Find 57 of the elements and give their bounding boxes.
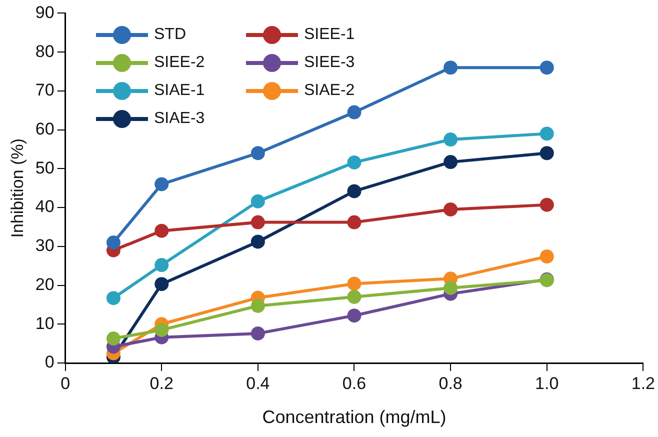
point xyxy=(444,202,458,216)
x-tick-label: 0.6 xyxy=(342,374,366,393)
legend-label: SIAE-2 xyxy=(304,82,355,100)
point xyxy=(540,198,554,212)
y-tick-label: 0 xyxy=(44,352,54,372)
x-tick-label: 1.0 xyxy=(535,374,559,393)
point xyxy=(347,276,362,291)
y-tick-label: 80 xyxy=(35,42,54,61)
y-tick-label: 60 xyxy=(35,119,54,138)
point xyxy=(347,105,362,120)
legend-label: SIEE-2 xyxy=(154,54,205,72)
point xyxy=(106,291,120,306)
x-axis-title: Concentration (mg/mL) xyxy=(262,407,446,428)
y-tick-label: 90 xyxy=(35,2,54,22)
y-tick-label: 70 xyxy=(35,80,54,100)
point xyxy=(154,224,169,238)
y-tick-label: 20 xyxy=(35,274,54,294)
point xyxy=(106,332,120,346)
point xyxy=(154,277,169,292)
y-tick-label: 50 xyxy=(35,158,54,178)
point xyxy=(106,236,120,250)
legend-label: SIEE-3 xyxy=(304,54,355,72)
x-tick-label: 0.8 xyxy=(438,374,462,393)
point xyxy=(250,215,265,230)
point xyxy=(347,215,362,230)
point xyxy=(250,326,265,340)
legend-label: SIEE-1 xyxy=(304,26,355,44)
point xyxy=(347,184,362,198)
point xyxy=(347,308,362,323)
x-tick-label: 0.2 xyxy=(150,374,174,393)
x-tick-label: 1.2 xyxy=(631,374,656,393)
point xyxy=(250,194,265,208)
point xyxy=(444,60,458,75)
point xyxy=(250,298,265,313)
legend-label: SIAE-3 xyxy=(154,110,205,128)
point xyxy=(154,258,169,272)
point xyxy=(347,290,362,304)
y-tick-label: 30 xyxy=(35,236,54,256)
x-tick-label: 0 xyxy=(60,374,70,393)
point xyxy=(540,250,554,264)
y-axis-title: Inhibition (%) xyxy=(8,138,27,238)
point xyxy=(347,155,362,170)
point xyxy=(154,177,169,192)
point xyxy=(540,126,554,141)
legend-label: STD xyxy=(154,26,186,44)
point xyxy=(444,132,458,147)
point xyxy=(444,155,458,170)
point xyxy=(444,280,458,295)
y-tick-label: 40 xyxy=(35,197,54,216)
point xyxy=(250,234,265,249)
y-tick-label: 10 xyxy=(35,314,54,333)
point xyxy=(540,146,554,160)
x-tick-label: 0.4 xyxy=(246,374,270,393)
point xyxy=(250,146,265,160)
legend-label: SIAE-1 xyxy=(154,82,205,100)
point xyxy=(540,60,554,75)
point xyxy=(154,322,169,337)
